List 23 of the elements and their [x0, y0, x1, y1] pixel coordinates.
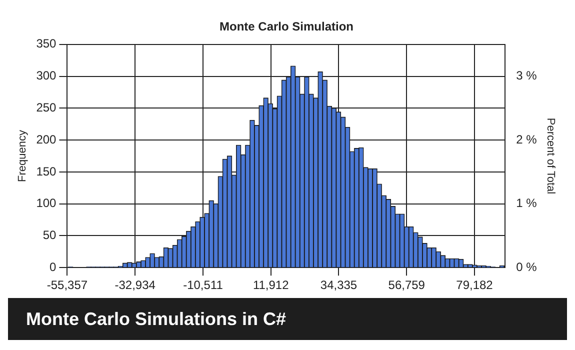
x-tick-label: -10,511 [183, 278, 224, 292]
y-tick-label: 0 [50, 260, 57, 274]
y-tick-label: 250 [36, 100, 57, 114]
x-tick-label: 11,912 [252, 278, 290, 292]
y2-axis-title: Percent of Total [544, 118, 556, 194]
y-tick-label: 300 [36, 68, 57, 83]
y-tick-label: 200 [36, 132, 57, 146]
y2-tick-label: 0 % [516, 260, 538, 274]
x-tick-label: 34,335 [320, 278, 358, 292]
chart-title: Monte Carlo Simulation [219, 20, 354, 34]
x-tick-label: 79,182 [456, 278, 494, 292]
y2-tick-label: 1 % [516, 196, 538, 210]
y-tick-label: 150 [36, 164, 57, 178]
x-tick-label: -32,934 [114, 278, 156, 292]
y-tick-label: 50 [42, 228, 57, 242]
y-axis-title: Frequency [16, 130, 29, 182]
y2-tick-label: 2 % [516, 132, 538, 146]
x-tick-label: 56,759 [388, 278, 426, 292]
text: Monte Carlo Simulations in C# [8, 298, 567, 340]
y2-tick-label: 3 % [516, 68, 538, 83]
x-tick-label: -55,357 [46, 278, 88, 292]
y-tick-label: 100 [36, 196, 57, 210]
y-tick-label: 350 [36, 36, 57, 51]
